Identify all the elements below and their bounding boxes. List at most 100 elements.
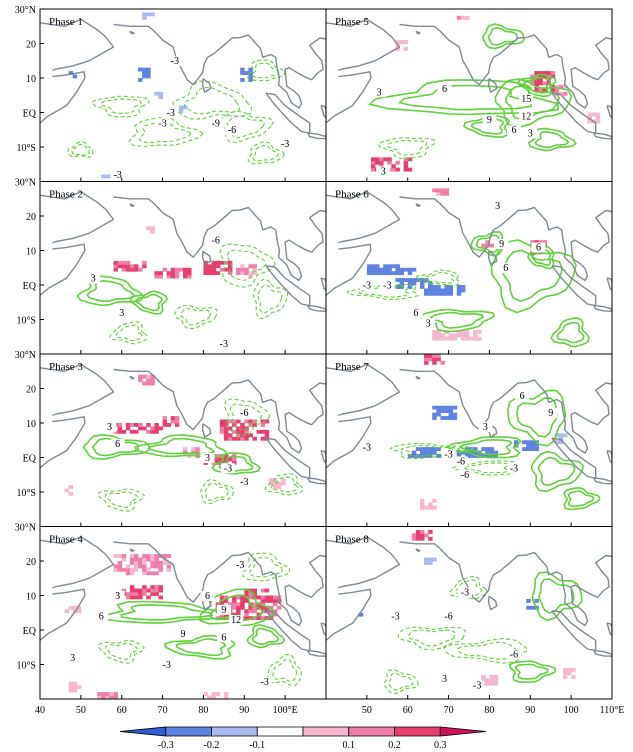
shade-cell [436,412,441,417]
contour-label: 9 [181,629,186,640]
shade-cell [440,188,445,193]
coastline [40,536,115,589]
shade-cell [117,423,123,427]
shade-cell [236,612,241,617]
negative-contour [183,86,241,115]
shade-cell [424,291,429,296]
shade-cell [534,447,539,451]
shade-cell [236,419,241,424]
negative-contour [451,460,518,476]
shade-cell [76,685,82,690]
contour-label-bg [208,235,223,246]
shade-cell [142,15,147,20]
colorbar-segment [165,726,212,737]
panel-title: Phase 4 [49,534,83,546]
shade-cell [395,46,400,51]
shade-cell [272,598,278,603]
positive-contour [86,279,135,303]
shade-cell [248,419,253,424]
shade-cell [227,602,233,607]
shade-cell [436,336,441,341]
x-tick-label: 100°E [273,705,298,716]
colorbar-segment [256,726,304,737]
shade-cell [268,595,274,600]
shade-cell [379,271,384,276]
panel-title: Phase 2 [49,189,83,201]
shade-cell [403,167,409,172]
shade-cell [260,609,266,614]
shade-cell [183,267,188,272]
shade-cell [399,40,405,44]
panel-frame [325,526,613,700]
shade-cell [452,336,458,341]
shade-cell [436,447,441,451]
coastline [399,196,612,282]
contour-label-bg [506,125,521,136]
shade-cell [489,243,494,248]
shade-cell [383,264,388,269]
contour-label: 6 [115,439,120,450]
colorbar-segment [439,726,487,737]
shade-cell [436,285,441,289]
shade-cell [223,426,229,431]
shade-cell [223,423,229,427]
shade-cell [133,554,139,558]
shade-cell [419,450,425,455]
shade-cell [436,409,441,414]
contour-label-bg [470,680,485,691]
contour-label: 3 [119,308,124,319]
shade-cell [526,443,531,448]
positive-contour [120,604,214,621]
positive-contour [563,486,601,511]
shade-cell [542,88,548,93]
shade-cell [150,429,155,434]
contour-label-bg [441,449,456,460]
shade-cell [469,336,474,341]
shade-cell [383,267,388,272]
shade-cell [260,588,266,593]
panel-content-2: -6 3 3 -3 [40,191,326,350]
shade-cell [121,260,127,265]
contour-label-bg [376,166,391,177]
shade-cell [415,529,421,534]
positive-contour [556,321,585,344]
shade-cell [138,267,143,272]
shade-cell [219,267,225,272]
shade-cell [244,598,249,603]
contour-label: -6 [457,456,465,467]
shade-cell [117,426,123,431]
shade-cell [379,164,384,169]
positive-contour [494,78,573,129]
shade-cell [534,78,539,82]
positive-contour [470,230,505,257]
shade-cell [550,71,556,75]
shade-cell [219,260,225,265]
shade-cell [158,595,163,600]
colorbar-segment [211,726,258,737]
shade-cell [424,557,429,562]
contour-label-bg [515,390,530,401]
shade-cell [432,357,437,362]
y-tick-label: 30°N [15,350,36,361]
contour-label: -3 [363,443,371,454]
contour-label: 3 [107,422,112,433]
shade-cell [170,419,176,424]
panel-frame [39,526,327,700]
shade-cell [448,412,454,417]
coastline [415,375,421,380]
shade-cell [195,447,200,451]
shade-cell [150,229,155,234]
shade-cell [68,71,74,75]
shade-cell [391,271,396,276]
shade-cell [399,281,405,286]
shade-cell [133,267,139,272]
shade-cell [236,271,241,276]
coastline [399,368,612,454]
shade-cell [489,674,494,679]
shade-cell [530,240,535,244]
shade-cell [138,564,143,569]
shade-cell [138,595,143,600]
shade-cell [587,115,592,120]
shade-cell [129,585,135,589]
